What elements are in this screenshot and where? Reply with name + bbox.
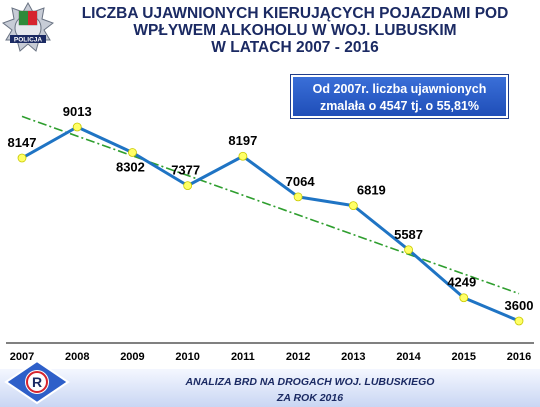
data-label-2013: 6819 xyxy=(357,183,386,198)
x-tick-layer: 2007 2008 2009 2010 2011 2012 2013 2014 2015 2016 xyxy=(10,351,531,363)
trend-layer xyxy=(21,115,520,295)
footer xyxy=(0,369,540,407)
data-label-2015: 4249 xyxy=(447,275,476,290)
series-line xyxy=(21,125,520,323)
data-label-2008: 9013 xyxy=(63,105,92,119)
chart-title-line-3: W LATACH 2007 - 2016 xyxy=(211,39,379,56)
data-label-2012: 7064 xyxy=(286,174,316,189)
line-chart: 8147 9013 8302 7377 8197 7064 6819 5587 4249 3600… xyxy=(6,105,534,363)
x-tick-label-2015: 2015 xyxy=(452,351,476,363)
road-safety-logo: R xyxy=(4,359,70,405)
footer-line-2: ZA ROK 2016 xyxy=(276,392,344,404)
data-label-2007: 8147 xyxy=(8,135,37,150)
data-labels-layer: 8147 9013 8302 7377 8197 7064 6819 5587 4249 3600 xyxy=(8,105,534,313)
data-point-2009 xyxy=(128,148,137,157)
x-tick-label-2011: 2011 xyxy=(231,351,255,363)
callout-line-1: Od 2007r. liczba ujawnionych xyxy=(312,82,487,96)
data-points-layer xyxy=(17,122,524,326)
callout-line-2: zmalała o 4547 tj. o 55,81% xyxy=(319,99,480,113)
police-star-icon: POLICJA xyxy=(1,1,55,52)
data-label-2010: 7377 xyxy=(171,163,200,178)
data-point-2007 xyxy=(17,153,27,163)
series-line-layer xyxy=(21,125,520,323)
trend-line xyxy=(21,115,520,295)
x-tick-label-2010: 2010 xyxy=(175,351,199,363)
data-point-2013 xyxy=(348,201,358,211)
data-label-2014: 5587 xyxy=(394,227,423,242)
road-sign-icon: R xyxy=(4,359,70,405)
data-point-2016 xyxy=(514,316,524,326)
data-point-2008 xyxy=(72,122,82,132)
header: POLICJA LICZBA UJAWNIONYCH KIERUJĄCYCH P… xyxy=(0,0,540,60)
data-point-2015 xyxy=(459,293,469,303)
data-label-2011: 8197 xyxy=(228,133,257,148)
summary-callout: Od 2007r. liczba ujawnionych zmalała o 4… xyxy=(290,74,509,119)
data-point-2014 xyxy=(404,245,413,255)
x-tick-label-2009: 2009 xyxy=(120,351,144,363)
x-tick-label-2013: 2013 xyxy=(341,351,365,363)
logo-text: POLICJA xyxy=(14,37,42,44)
data-point-2012 xyxy=(293,192,303,202)
road-logo-letter: R xyxy=(32,374,42,390)
data-label-2016: 3600 xyxy=(505,298,534,313)
chart-title-line-2: WPŁYWEM ALKOHOLU W WOJ. LUBUSKIM xyxy=(133,22,457,39)
police-logo: POLICJA xyxy=(1,1,55,54)
data-point-2010 xyxy=(183,181,193,191)
chart-title-line-1: LICZBA UJAWNIONYCH KIERUJĄCYCH POJAZDAMI… xyxy=(81,5,509,22)
x-tick-label-2012: 2012 xyxy=(286,351,310,363)
x-tick-label-2008: 2008 xyxy=(65,351,89,363)
x-tick-label-2007: 2007 xyxy=(10,351,34,363)
footer-line-1: ANALIZA BRD NA DROGACH WOJ. LUBUSKIEGO xyxy=(185,376,435,388)
data-label-2009: 8302 xyxy=(116,159,145,174)
x-tick-label-2014: 2014 xyxy=(396,351,421,363)
data-point-2011 xyxy=(238,151,248,161)
x-tick-label-2016: 2016 xyxy=(507,351,531,363)
